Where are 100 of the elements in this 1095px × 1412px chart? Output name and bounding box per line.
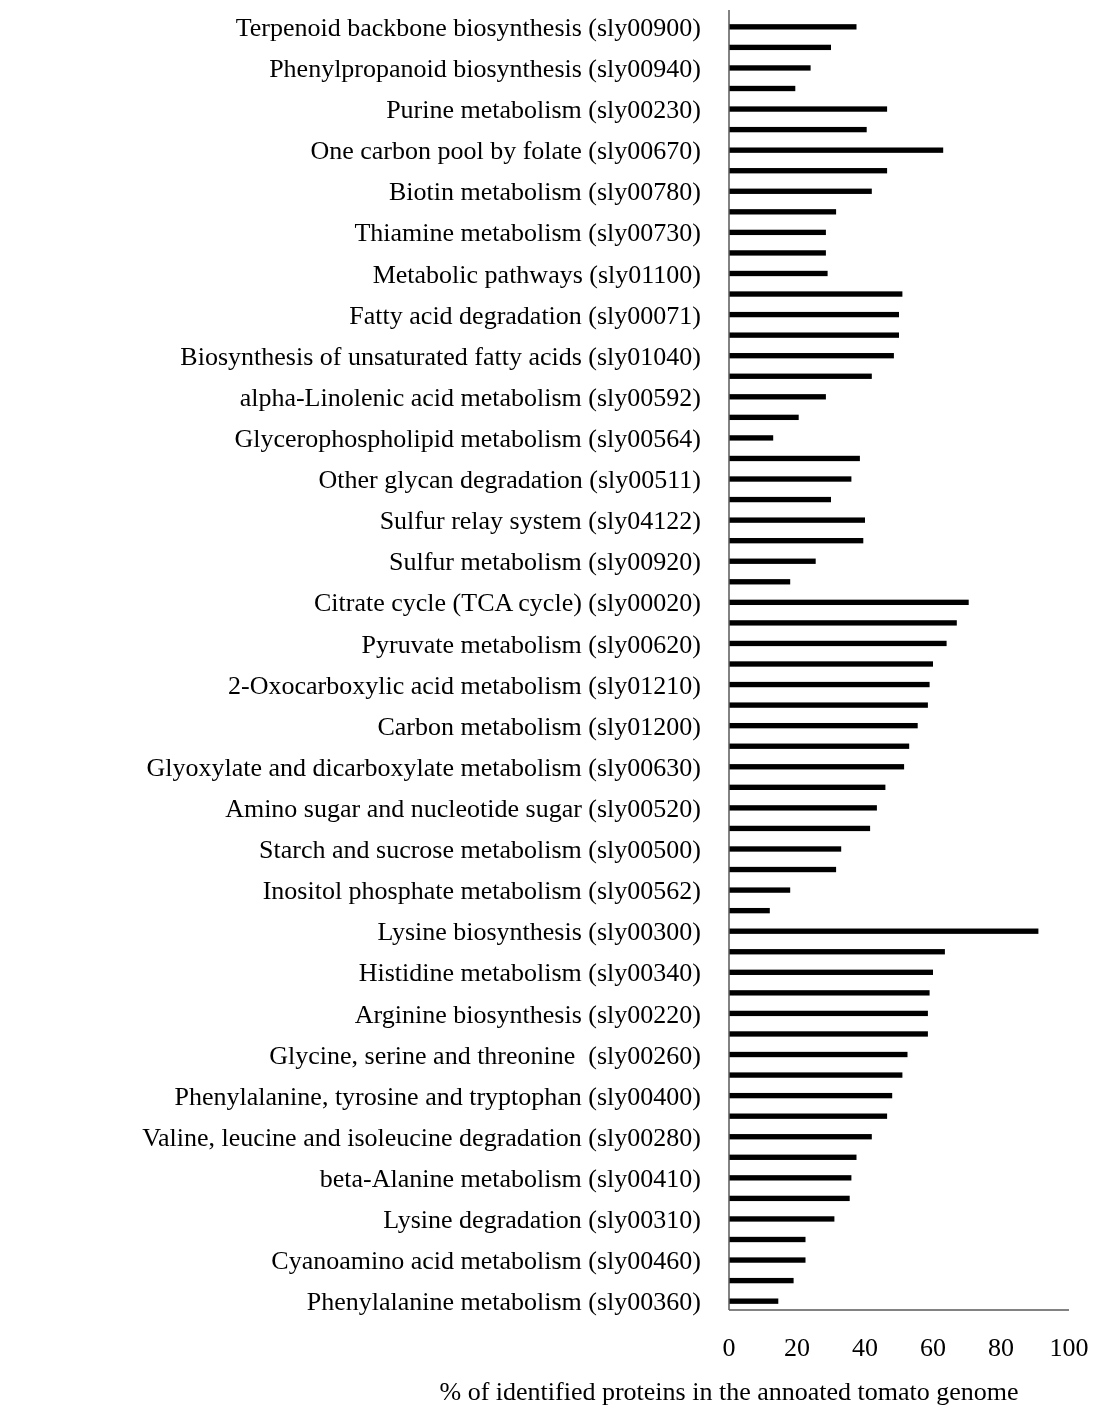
y-tick-label: Starch and sucrose metabolism (sly00500)	[259, 835, 701, 865]
x-tick-label: 40	[852, 1333, 878, 1362]
y-tick-label: Glyoxylate and dicarboxylate metabolism (sly00630)	[146, 752, 701, 782]
y-tick-label: Pyruvate metabolism (sly00620)	[361, 629, 701, 659]
x-tick-label: 20	[784, 1333, 810, 1362]
bar	[729, 579, 791, 585]
bar	[729, 496, 831, 503]
bar	[729, 702, 928, 708]
y-tick-label: Phenylalanine, tyrosine and tryptophan (sly00400)	[174, 1081, 701, 1111]
bar	[729, 1134, 872, 1140]
bar	[729, 1277, 794, 1284]
x-tick-label: 60	[920, 1333, 946, 1362]
y-tick-label: Thiamine metabolism (sly00730)	[354, 218, 701, 248]
bar	[729, 928, 1039, 934]
bar	[729, 476, 852, 482]
bar	[729, 661, 933, 667]
bar	[729, 1072, 903, 1078]
bar	[729, 784, 886, 790]
bar	[729, 1113, 888, 1119]
bar	[729, 887, 791, 893]
bar	[729, 640, 947, 647]
y-tick-label: Arginine biosynthesis (sly00220)	[354, 999, 701, 1029]
bar	[729, 866, 837, 873]
bar	[729, 188, 872, 194]
y-tick-label: Other glycan degradation (sly00511)	[318, 465, 701, 495]
bar	[729, 1031, 928, 1037]
bar	[729, 1298, 779, 1304]
y-tick-label: Phenylalanine metabolism (sly00360)	[306, 1287, 701, 1317]
y-tick-label: Citrate cycle (TCA cycle) (sly00020)	[314, 588, 701, 618]
y-tick-label: Purine metabolism (sly00230)	[386, 95, 701, 125]
bar	[729, 65, 811, 71]
bar	[729, 311, 899, 318]
y-tick-label: Metabolic pathways (sly01100)	[372, 259, 701, 289]
bar	[729, 332, 899, 338]
bar	[729, 250, 826, 256]
y-tick-label: One carbon pool by folate (sly00670)	[310, 136, 701, 166]
y-tick-label: Lysine degradation (sly00310)	[383, 1205, 701, 1235]
bar	[729, 1195, 850, 1202]
y-tick-label: Inositol phosphate metabolism (sly00562)	[262, 876, 701, 906]
bar	[729, 270, 828, 277]
bar	[729, 44, 831, 51]
bar	[729, 681, 930, 688]
bar	[729, 394, 826, 400]
bar	[729, 538, 864, 544]
bar	[729, 949, 945, 955]
y-tick-label: Fatty acid degradation (sly00071)	[349, 300, 701, 330]
y-tick-label: Terpenoid backbone biosynthesis (sly00900)	[235, 12, 701, 42]
y-tick-label: Biosynthesis of unsaturated fatty acids (sly01040)	[180, 341, 701, 371]
bar	[729, 229, 826, 236]
bar	[729, 969, 933, 975]
bar	[729, 1154, 857, 1160]
y-tick-label: alpha-Linolenic acid metabolism (sly00592)	[239, 382, 701, 412]
x-tick-label: 100	[1049, 1333, 1089, 1362]
bar	[729, 846, 842, 852]
bar	[729, 743, 910, 749]
y-tick-label: beta-Alanine metabolism (sly00410)	[319, 1163, 701, 1193]
y-tick-label: Cyanoamino acid metabolism (sly00460)	[271, 1246, 701, 1276]
bar	[729, 805, 877, 811]
y-tick-label: Biotin metabolism (sly00780)	[389, 177, 701, 207]
bar	[729, 209, 837, 215]
bar	[729, 558, 816, 564]
bar	[729, 764, 905, 770]
bar	[729, 722, 918, 729]
y-tick-label: Amino sugar and nucleotide sugar (sly00520)	[225, 793, 701, 823]
bar	[729, 1092, 893, 1099]
bar	[729, 353, 894, 359]
y-tick-label: Sulfur metabolism (sly00920)	[389, 547, 701, 577]
y-tick-label: 2-Oxocarboxylic acid metabolism (sly01210)	[228, 670, 701, 700]
bar	[729, 620, 957, 626]
bar	[729, 1175, 852, 1181]
bar	[729, 1236, 806, 1243]
y-tick-label: Lysine biosynthesis (sly00300)	[377, 917, 701, 947]
y-tick-label: Histidine metabolism (sly00340)	[358, 958, 701, 988]
bar	[729, 147, 944, 153]
bar	[729, 990, 930, 996]
bar	[729, 1010, 928, 1017]
y-tick-label: Carbon metabolism (sly01200)	[377, 711, 701, 741]
bar	[729, 85, 796, 92]
x-tick-label: 80	[988, 1333, 1014, 1362]
bar	[729, 435, 774, 441]
bar	[729, 126, 867, 133]
bar	[729, 373, 872, 379]
y-tick-label: Phenylpropanoid biosynthesis (sly00940)	[269, 54, 701, 84]
bar	[729, 825, 871, 832]
bar	[729, 1216, 835, 1222]
bar	[729, 1051, 908, 1058]
y-tick-label: Glycine, serine and threonine (sly00260)	[269, 1040, 701, 1070]
bar	[729, 24, 857, 30]
bar	[729, 291, 903, 297]
bar	[729, 907, 770, 914]
bar	[729, 106, 888, 112]
y-tick-label: Glycerophospholipid metabolism (sly00564)	[234, 424, 701, 454]
bar	[729, 168, 888, 174]
bar	[729, 599, 969, 606]
y-tick-label: Sulfur relay system (sly04122)	[379, 506, 701, 536]
bar	[729, 455, 860, 462]
y-tick-label: Valine, leucine and isoleucine degradation (sly00280)	[142, 1122, 701, 1152]
bar	[729, 517, 865, 523]
x-axis-title: % of identified proteins in the annoated tomato genome	[439, 1377, 1019, 1406]
bar	[729, 1257, 806, 1263]
